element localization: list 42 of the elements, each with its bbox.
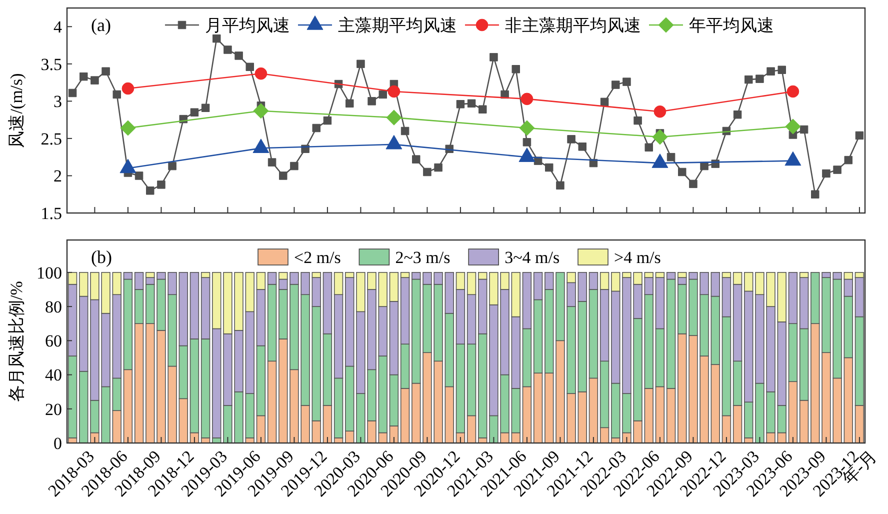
y-axis-title: 各月风速比例/% [7, 281, 26, 402]
point [252, 138, 270, 153]
point [519, 120, 535, 136]
y-tick-label: 40 [45, 366, 62, 385]
y-tick-label: 80 [45, 297, 62, 316]
legend-label: 主藻期平均风速 [338, 16, 457, 35]
point [253, 103, 269, 119]
legend-label: >4 m/s [614, 248, 661, 267]
legend-label: <2 m/s [294, 248, 341, 267]
y-axis-title: 风速/(m/s) [7, 73, 26, 148]
y-tick-label: 0 [54, 434, 62, 453]
y-tick-label: 3 [54, 92, 62, 112]
y-tick-label: 20 [45, 400, 62, 419]
annotation: (b) [91, 247, 112, 267]
point [120, 120, 136, 136]
legend-label: 年平均风速 [689, 16, 774, 35]
legend-label: 2~3 m/s [395, 248, 450, 267]
point [786, 85, 800, 98]
legend-label: 月平均风速 [205, 16, 290, 35]
point [784, 151, 802, 166]
y-tick-label: 3.5 [40, 54, 62, 74]
point [520, 92, 534, 106]
point [122, 82, 134, 95]
point [120, 158, 136, 174]
point [518, 148, 536, 162]
point [652, 154, 668, 168]
y-tick-label: 4 [54, 18, 62, 37]
y-tick-label: 2 [54, 166, 62, 186]
legend-label: 3~4 m/s [504, 248, 560, 267]
point [386, 110, 402, 126]
legend-label: 非主藻期平均风速 [505, 16, 641, 35]
y-tick-label: 1.5 [40, 204, 62, 223]
y-tick-label: 2.5 [40, 129, 62, 148]
point [652, 129, 668, 145]
point [785, 118, 801, 134]
annotation: (a) [91, 15, 111, 35]
y-tick-label: 100 [36, 263, 62, 282]
point [388, 85, 400, 98]
y-tick-label: 60 [45, 332, 62, 351]
point [254, 67, 268, 80]
point [654, 105, 666, 118]
point [386, 134, 402, 150]
